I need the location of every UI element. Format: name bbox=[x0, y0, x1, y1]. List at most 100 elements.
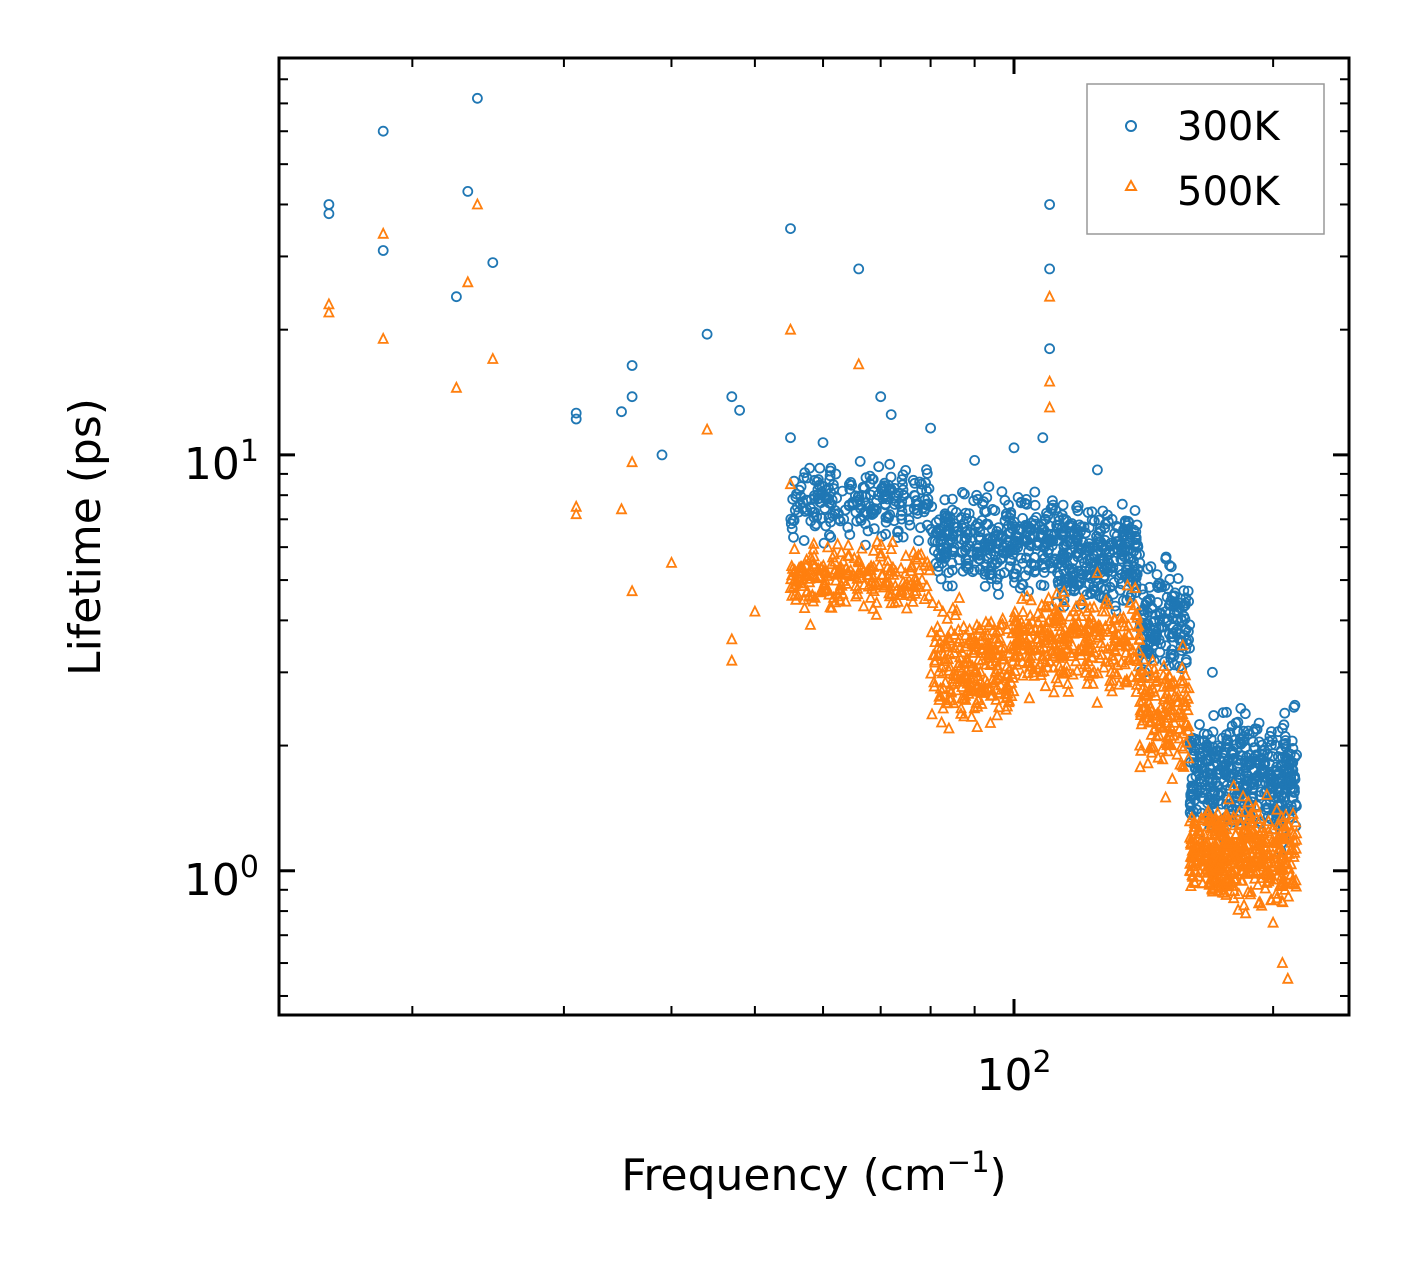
point-300k bbox=[1221, 706, 1232, 718]
point-500k bbox=[1207, 847, 1220, 860]
point-300k bbox=[1257, 749, 1269, 761]
point-300k bbox=[908, 489, 920, 501]
point-500k bbox=[1133, 694, 1146, 707]
point-500k bbox=[1166, 771, 1179, 784]
point-500k bbox=[626, 584, 639, 597]
point-300k bbox=[787, 493, 799, 505]
point-500k bbox=[979, 615, 992, 628]
point-300k bbox=[1142, 563, 1154, 575]
point-300k bbox=[933, 561, 944, 572]
point-500k bbox=[821, 540, 834, 553]
point-500k bbox=[1173, 731, 1186, 744]
point-300k bbox=[1270, 764, 1282, 776]
point-300k bbox=[788, 531, 799, 543]
point-500k bbox=[1086, 650, 1099, 663]
point-300k bbox=[798, 535, 810, 546]
point-300k bbox=[816, 512, 828, 524]
point-300k bbox=[377, 245, 389, 256]
point-500k bbox=[950, 683, 963, 696]
point-300k bbox=[1116, 549, 1127, 560]
point-300k bbox=[892, 526, 903, 538]
point-500k bbox=[1068, 620, 1081, 633]
point-500k bbox=[971, 720, 984, 732]
point-500k bbox=[1216, 823, 1229, 836]
point-500k bbox=[1084, 610, 1097, 623]
point-500k bbox=[1177, 726, 1190, 739]
point-500k bbox=[910, 584, 923, 596]
point-300k bbox=[1185, 801, 1197, 813]
point-300k bbox=[848, 498, 859, 510]
point-500k bbox=[964, 633, 977, 646]
point-300k bbox=[1194, 719, 1205, 730]
y-axis-label: Lifetime (ps) bbox=[60, 398, 111, 676]
point-500k bbox=[1121, 578, 1134, 591]
point-500k bbox=[807, 536, 820, 549]
point-300k bbox=[1033, 538, 1045, 550]
point-500k bbox=[1129, 580, 1142, 593]
point-300k bbox=[1109, 600, 1121, 612]
point-500k bbox=[1053, 646, 1066, 659]
point-300k bbox=[1057, 526, 1068, 538]
point-500k bbox=[1184, 879, 1197, 891]
point-300k bbox=[1020, 519, 1031, 531]
point-500k bbox=[829, 573, 842, 586]
point-500k bbox=[1032, 631, 1045, 644]
point-500k bbox=[1056, 665, 1069, 678]
point-300k bbox=[932, 565, 944, 577]
point-500k bbox=[1010, 637, 1023, 649]
point-300k bbox=[966, 546, 978, 558]
point-500k bbox=[948, 627, 961, 640]
point-300k bbox=[1003, 528, 1015, 540]
point-500k bbox=[828, 565, 841, 578]
point-500k bbox=[1275, 810, 1288, 822]
point-500k bbox=[1270, 802, 1283, 815]
point-300k bbox=[450, 291, 462, 303]
point-500k bbox=[1137, 652, 1150, 665]
point-300k bbox=[1109, 528, 1120, 539]
point-500k bbox=[803, 571, 816, 584]
point-300k bbox=[1008, 516, 1020, 528]
point-500k bbox=[1255, 898, 1268, 911]
point-300k bbox=[1082, 507, 1094, 518]
point-500k bbox=[972, 652, 985, 665]
point-500k bbox=[948, 645, 961, 658]
point-500k bbox=[1082, 668, 1095, 681]
point-300k bbox=[1252, 769, 1264, 781]
point-500k bbox=[1062, 684, 1075, 697]
point-500k bbox=[1160, 715, 1173, 728]
point-500k bbox=[1277, 845, 1289, 858]
point-500k bbox=[1097, 660, 1110, 673]
point-500k bbox=[1228, 884, 1241, 897]
point-500k bbox=[898, 578, 911, 591]
point-500k bbox=[1024, 608, 1037, 621]
point-500k bbox=[926, 707, 938, 720]
point-300k bbox=[979, 580, 991, 592]
point-300k bbox=[1186, 789, 1198, 801]
point-500k bbox=[800, 585, 813, 598]
point-500k bbox=[1023, 630, 1035, 643]
point-300k bbox=[1029, 552, 1041, 563]
point-500k bbox=[1233, 816, 1246, 829]
point-300k bbox=[916, 484, 928, 496]
point-500k bbox=[797, 592, 810, 605]
point-500k bbox=[1152, 750, 1165, 763]
point-300k bbox=[1170, 626, 1182, 638]
point-500k bbox=[1191, 831, 1204, 844]
point-300k bbox=[1236, 737, 1247, 749]
point-500k bbox=[1182, 751, 1195, 764]
point-300k bbox=[1180, 592, 1192, 604]
point-500k bbox=[817, 558, 830, 571]
point-500k bbox=[1055, 612, 1068, 625]
legend-marker-300k bbox=[1125, 120, 1137, 132]
point-300k bbox=[1031, 540, 1043, 551]
point-500k bbox=[1288, 877, 1301, 890]
point-300k bbox=[1082, 554, 1094, 566]
point-300k bbox=[791, 501, 803, 513]
point-300k bbox=[904, 519, 916, 531]
point-500k bbox=[377, 331, 390, 344]
point-300k bbox=[1063, 563, 1075, 575]
point-300k bbox=[989, 558, 1001, 570]
point-500k bbox=[883, 563, 896, 576]
point-300k bbox=[1066, 563, 1078, 574]
point-500k bbox=[1233, 805, 1246, 818]
